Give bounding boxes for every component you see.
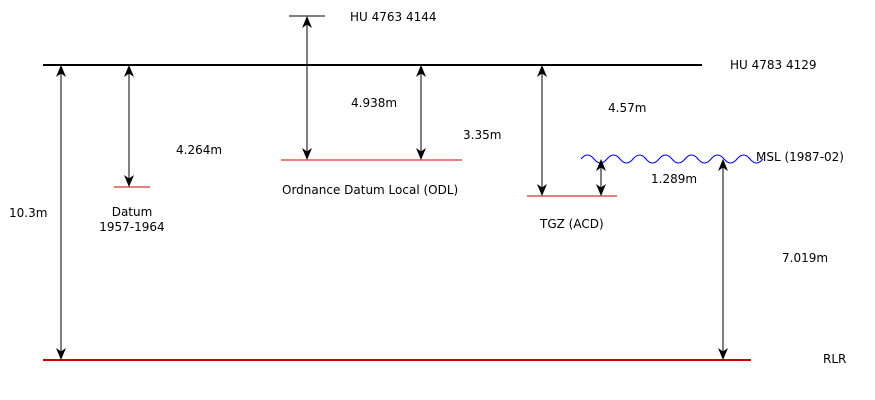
- label-10-3m: 10.3m: [9, 206, 48, 220]
- label-hu-4763: HU 4763 4144: [350, 10, 437, 24]
- label-7-019m: 7.019m: [782, 251, 829, 265]
- label-1-289m: 1.289m: [651, 172, 698, 186]
- msl-wavy-line: [580, 154, 764, 164]
- label-4-264m: 4.264m: [176, 143, 223, 157]
- label-hu-4783: HU 4783 4129: [730, 58, 817, 72]
- label-4-57m: 4.57m: [608, 101, 647, 115]
- label-datum-1957-line1: Datum: [111, 205, 153, 219]
- label-datum-1957-line2: 1957-1964: [99, 220, 165, 234]
- label-tgz: TGZ (ACD): [540, 217, 604, 231]
- label-3-35m: 3.35m: [463, 128, 502, 142]
- label-4-938m: 4.938m: [351, 96, 398, 110]
- label-rlr: RLR: [823, 352, 847, 366]
- label-msl: MSL (1987-02): [756, 150, 844, 164]
- label-odl: Ordnance Datum Local (ODL): [282, 183, 459, 197]
